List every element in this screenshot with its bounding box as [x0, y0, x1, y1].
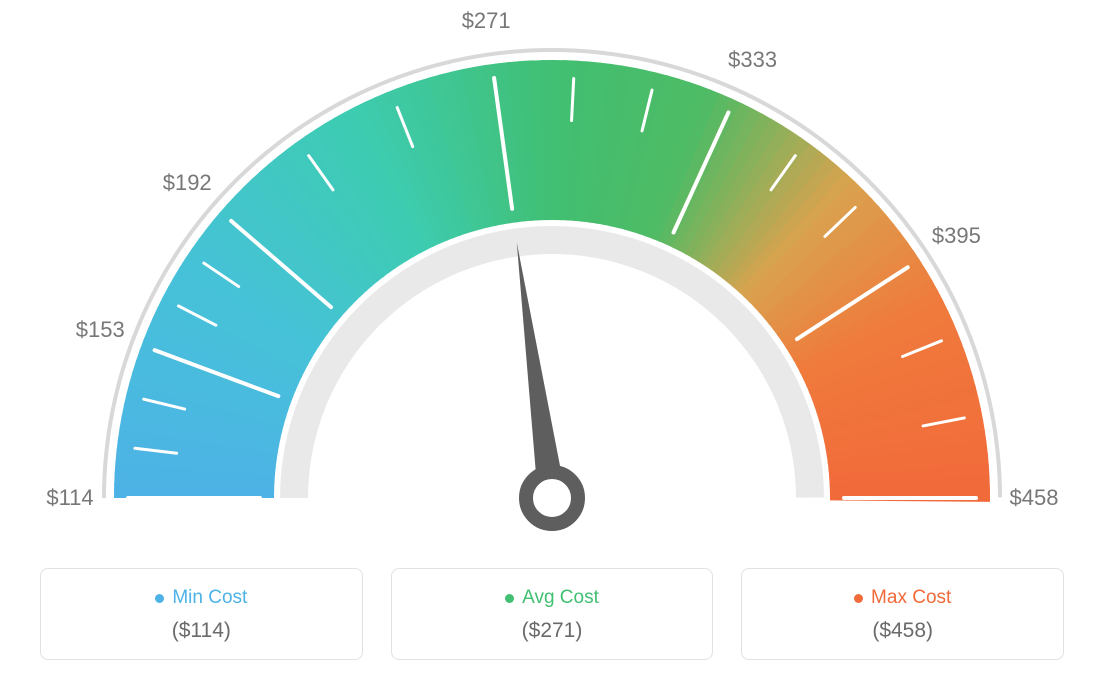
legend-row: Min Cost ($114) Avg Cost ($271) Max Cost…: [40, 568, 1064, 660]
gauge-svg: [0, 0, 1104, 560]
legend-dot-avg: [505, 594, 514, 603]
gauge-chart: $114 $153 $192 $271 $333 $395 $458: [0, 0, 1104, 560]
legend-dot-min: [155, 594, 164, 603]
legend-label-avg: Avg Cost: [522, 587, 599, 609]
legend-card-min: Min Cost ($114): [40, 568, 363, 660]
legend-label-min: Min Cost: [172, 587, 247, 609]
legend-title-max: Max Cost: [854, 587, 951, 609]
legend-title-avg: Avg Cost: [505, 587, 599, 609]
legend-value-max: ($458): [752, 619, 1053, 643]
gauge-tick-label: $271: [462, 8, 511, 34]
gauge-tick-label: $192: [163, 170, 212, 196]
gauge-tick-label: $395: [932, 223, 981, 249]
legend-title-min: Min Cost: [155, 587, 247, 609]
legend-label-max: Max Cost: [871, 587, 951, 609]
gauge-tick-label: $458: [1010, 485, 1059, 511]
gauge-tick-label: $153: [76, 317, 125, 343]
gauge-tick-label: $333: [728, 47, 777, 73]
legend-card-avg: Avg Cost ($271): [391, 568, 714, 660]
legend-value-min: ($114): [51, 619, 352, 643]
legend-card-max: Max Cost ($458): [741, 568, 1064, 660]
legend-value-avg: ($271): [402, 619, 703, 643]
legend-dot-max: [854, 594, 863, 603]
gauge-tick-label: $114: [46, 485, 93, 511]
